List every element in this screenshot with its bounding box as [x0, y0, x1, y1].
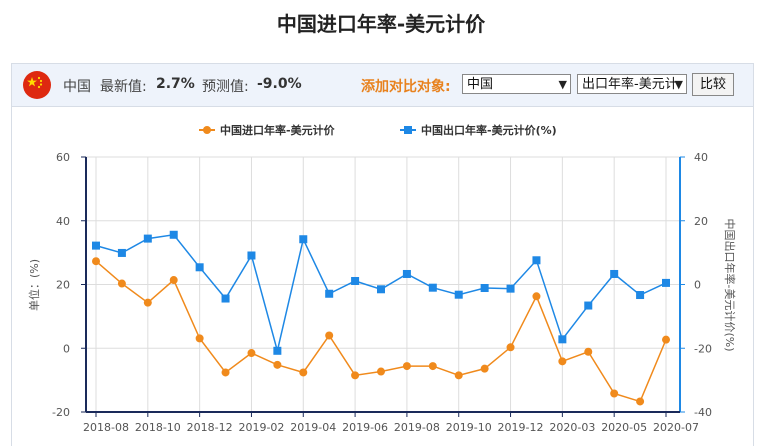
data-point-imports	[662, 335, 670, 344]
data-point-exports	[247, 251, 256, 260]
chart-panel: 中国 最新值: 2.7% 预测值: -9.0% 添加对比对象: 中国 ▼ 出口年…	[11, 63, 754, 446]
y-tick-label-right: -20	[694, 342, 712, 355]
data-point-imports	[402, 362, 411, 371]
x-tick-label: 2019-06	[342, 421, 388, 434]
data-point-imports	[117, 279, 126, 288]
data-point-imports	[480, 364, 489, 373]
data-point-imports	[506, 343, 515, 352]
data-point-exports	[143, 234, 152, 243]
data-point-imports	[454, 371, 463, 380]
x-tick-label: 2019-02	[238, 421, 284, 434]
data-point-exports	[454, 290, 463, 299]
data-point-exports	[558, 335, 567, 344]
compare-button[interactable]: 比较	[692, 73, 734, 96]
y-tick-label-left: -20	[52, 406, 70, 419]
data-point-exports	[325, 289, 334, 298]
x-tick-label: 2018-12	[187, 421, 233, 434]
data-point-imports	[92, 257, 100, 266]
data-point-imports	[610, 389, 619, 398]
y-axis-title-right: 中国出口年率-美元计价(%)	[723, 218, 737, 351]
latest-label: 最新值:	[100, 79, 147, 95]
data-point-exports	[377, 285, 385, 294]
data-point-imports	[299, 368, 308, 377]
y-tick-label-left: 0	[63, 342, 70, 355]
data-point-imports	[325, 331, 334, 340]
y-axis-title-left: 单位：(%)	[27, 259, 41, 311]
data-point-imports	[351, 371, 360, 380]
china-flag-icon	[23, 71, 51, 99]
legend-label-imports: 中国进口年率-美元计价	[220, 123, 336, 137]
forecast-label: 预测值:	[202, 79, 249, 95]
data-point-exports	[117, 248, 126, 257]
data-point-imports	[428, 362, 437, 371]
series-line-imports	[95, 260, 667, 403]
x-tick-label: 2019-12	[498, 421, 544, 434]
data-point-imports	[377, 367, 385, 376]
data-point-exports	[169, 230, 178, 239]
x-tick-label: 2019-04	[290, 421, 336, 434]
y-tick-label-left: 60	[56, 151, 70, 164]
data-point-imports	[636, 397, 645, 406]
data-point-exports	[273, 346, 282, 355]
data-point-exports	[221, 294, 230, 303]
data-point-imports	[143, 298, 152, 307]
x-tick-label: 2018-08	[83, 421, 129, 434]
data-point-exports	[92, 241, 100, 250]
compare-label: 添加对比对象:	[361, 79, 451, 95]
latest-value: 2.7%	[156, 76, 195, 92]
compare-indicator-select[interactable]: 出口年率-美元计 ▼	[577, 74, 687, 94]
data-point-imports	[169, 276, 178, 285]
y-tick-label-left: 40	[56, 215, 70, 228]
legend-label-exports: 中国出口年率-美元计价(%)	[421, 123, 557, 137]
x-tick-label: 2018-10	[135, 421, 181, 434]
legend-marker-imports	[203, 126, 211, 134]
x-tick-label: 2020-03	[549, 421, 595, 434]
data-point-exports	[636, 291, 645, 300]
y-tick-label-right: 20	[694, 215, 708, 228]
data-point-exports	[351, 276, 360, 285]
data-point-exports	[662, 278, 670, 287]
x-tick-label: 2020-05	[601, 421, 647, 434]
compare-country-select[interactable]: 中国 ▼	[462, 74, 571, 94]
country-name: 中国	[63, 79, 91, 95]
chevron-down-icon: ▼	[674, 78, 683, 91]
data-point-exports	[584, 301, 593, 310]
chevron-down-icon: ▼	[558, 78, 567, 91]
data-point-imports	[532, 292, 541, 301]
data-point-exports	[428, 283, 437, 292]
data-point-exports	[402, 269, 411, 278]
data-point-imports	[221, 368, 230, 377]
x-tick-label: 2019-10	[446, 421, 492, 434]
data-point-exports	[195, 263, 204, 272]
toolbar: 中国 最新值: 2.7% 预测值: -9.0% 添加对比对象: 中国 ▼ 出口年…	[12, 64, 753, 107]
data-point-imports	[195, 334, 204, 343]
y-tick-label-left: 20	[56, 279, 70, 292]
data-point-imports	[247, 349, 256, 358]
data-point-exports	[480, 284, 489, 293]
compare-indicator-value: 出口年率-美元计	[582, 77, 678, 92]
legend-marker-exports	[404, 126, 412, 134]
forecast-value: -9.0%	[257, 76, 302, 92]
y-tick-label-right: 40	[694, 151, 708, 164]
compare-country-value: 中国	[467, 77, 494, 92]
data-point-imports	[273, 360, 282, 369]
page-title: 中国进口年率-美元计价	[276, 12, 486, 36]
data-point-imports	[584, 347, 593, 356]
data-point-exports	[532, 256, 541, 265]
data-point-imports	[558, 357, 567, 366]
data-point-exports	[506, 284, 515, 293]
y-tick-label-right: -40	[694, 406, 712, 419]
data-point-exports	[610, 269, 619, 278]
x-tick-label: 2020-07	[653, 421, 699, 434]
y-tick-label-right: 0	[694, 279, 701, 292]
x-tick-label: 2019-08	[394, 421, 440, 434]
data-point-exports	[299, 235, 308, 244]
